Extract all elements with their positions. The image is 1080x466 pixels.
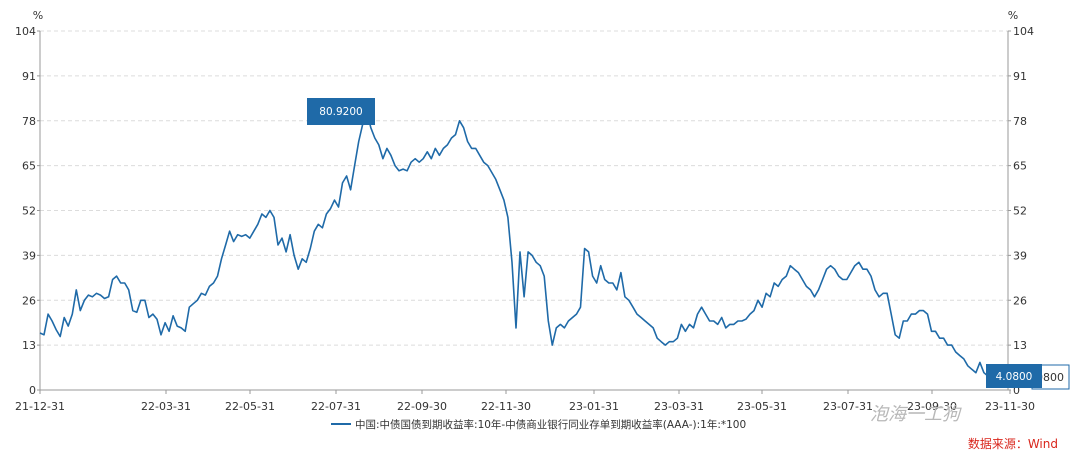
axes: 0 0 13 13 26 26 39 39 52 52 65 65 78 78 91 91 104 104% % 21… xyxy=(15,9,1035,413)
y-tick-label-left: 26 xyxy=(22,294,36,307)
legend-label: 中国:中债国债到期收益率:10年-中债商业银行同业存单到期收益率(AAA-):1… xyxy=(355,418,746,431)
series-line xyxy=(39,109,993,377)
source-label: 数据来源：Wind xyxy=(968,436,1058,451)
y-tick-label-left: 104 xyxy=(15,25,36,38)
legend: 中国:中债国债到期收益率:10年-中债商业银行同业存单到期收益率(AAA-):1… xyxy=(331,418,746,431)
series-layer xyxy=(39,109,993,377)
x-tick-label: 22-11-30 xyxy=(481,400,531,413)
y-tick-label-right: 13 xyxy=(1013,339,1027,352)
right-axis-value-label: 0800 xyxy=(1036,371,1064,384)
y-tick-label-right: 26 xyxy=(1013,294,1027,307)
x-tick-label: 23-01-31 xyxy=(569,400,619,413)
x-tick-label: 22-05-31 xyxy=(225,400,275,413)
max-callout-box xyxy=(307,98,375,125)
y-tick-label-right: 78 xyxy=(1013,115,1027,128)
grid-lines xyxy=(40,30,1008,346)
x-tick-label: 21-12-31 xyxy=(15,400,65,413)
y-tick-label-right: 91 xyxy=(1013,70,1027,83)
x-tick-label: 23-03-31 xyxy=(654,400,704,413)
last-callout-box xyxy=(986,364,1042,388)
y-tick-label-left: 0 xyxy=(29,384,36,397)
y-tick-label-right: 65 xyxy=(1013,160,1027,173)
watermark-logo: 泡海一工狗 xyxy=(870,404,962,425)
x-tick-label: 22-09-30 xyxy=(397,400,447,413)
x-tick-label: 23-05-31 xyxy=(737,400,787,413)
x-tick-label: 23-07-31 xyxy=(823,400,873,413)
y-tick-label-left: 78 xyxy=(22,115,36,128)
x-tick-label: 23-09-30 xyxy=(907,400,957,413)
y-tick-label-right: 52 xyxy=(1013,205,1027,218)
max-callout-label: 80.9200 xyxy=(319,106,362,118)
y-tick-label-right: 39 xyxy=(1013,249,1027,262)
y-unit-right: % xyxy=(1008,9,1018,22)
x-tick-label: 22-07-31 xyxy=(311,400,361,413)
y-tick-label-left: 13 xyxy=(22,339,36,352)
last-callout-label: 4.0800 xyxy=(996,371,1033,383)
y-tick-label-left: 39 xyxy=(22,249,36,262)
y-tick-label-right: 104 xyxy=(1013,25,1034,38)
x-tick-label: 23-11-30 xyxy=(985,400,1035,413)
y-tick-label-left: 52 xyxy=(22,205,36,218)
y-tick-label-left: 65 xyxy=(22,160,36,173)
y-tick-label-left: 91 xyxy=(22,70,36,83)
y-unit-left: % xyxy=(33,9,43,22)
y-tick-label-right: 0 xyxy=(1013,384,1020,397)
x-tick-label: 22-03-31 xyxy=(141,400,191,413)
